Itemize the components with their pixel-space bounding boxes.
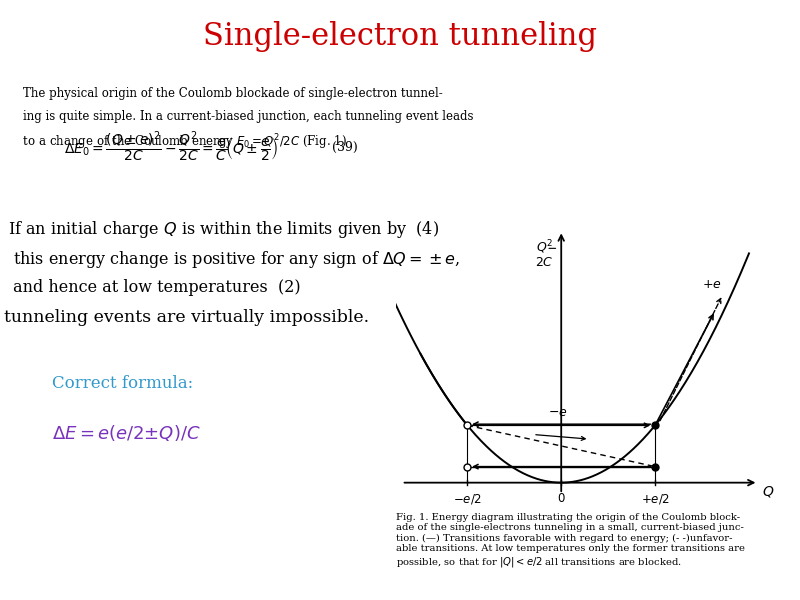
Text: $\Delta E_0 = \dfrac{(Q \pm e)^2}{2C} - \dfrac{Q^2}{2C} = \dfrac{e}{C}\!\left(Q : $\Delta E_0 = \dfrac{(Q \pm e)^2}{2C} - … xyxy=(64,130,278,164)
Text: $+e/2$: $+e/2$ xyxy=(641,492,670,506)
Text: $0$: $0$ xyxy=(557,492,566,505)
Text: $-e$: $-e$ xyxy=(548,406,567,419)
Text: $2C$: $2C$ xyxy=(535,256,554,269)
Text: Single-electron tunneling: Single-electron tunneling xyxy=(203,21,597,52)
Text: this energy change is positive for any sign of $\Delta Q = \pm e$,: this energy change is positive for any s… xyxy=(8,249,460,270)
Text: (39): (39) xyxy=(332,140,358,154)
Text: $+e$: $+e$ xyxy=(702,278,722,291)
Text: and hence at low temperatures  (2): and hence at low temperatures (2) xyxy=(8,279,301,296)
Text: $Q$: $Q$ xyxy=(762,484,774,499)
Text: ing is quite simple. In a current-biased junction, each tunneling event leads: ing is quite simple. In a current-biased… xyxy=(8,110,474,123)
Text: If an initial charge $Q$ is within the limits given by  (4): If an initial charge $Q$ is within the l… xyxy=(8,219,439,240)
Text: to a change of the Coulomb energy $E_0 = Q^2/2C$ (Fig. 1): to a change of the Coulomb energy $E_0 =… xyxy=(8,133,347,152)
Text: $\Delta E = e(e/2{\pm}Q)/C$: $\Delta E = e(e/2{\pm}Q)/C$ xyxy=(52,423,201,443)
Text: The physical origin of the Coulomb blockade of single-electron tunnel-: The physical origin of the Coulomb block… xyxy=(8,87,442,100)
Text: Fig. 1. Energy diagram illustrating the origin of the Coulomb block-
ade of the : Fig. 1. Energy diagram illustrating the … xyxy=(396,513,745,569)
Text: tunneling events are virtually impossible.: tunneling events are virtually impossibl… xyxy=(4,309,369,326)
Text: Correct formula:: Correct formula: xyxy=(52,375,194,392)
Text: $-e/2$: $-e/2$ xyxy=(453,492,482,506)
Text: $Q^2$: $Q^2$ xyxy=(537,238,554,256)
